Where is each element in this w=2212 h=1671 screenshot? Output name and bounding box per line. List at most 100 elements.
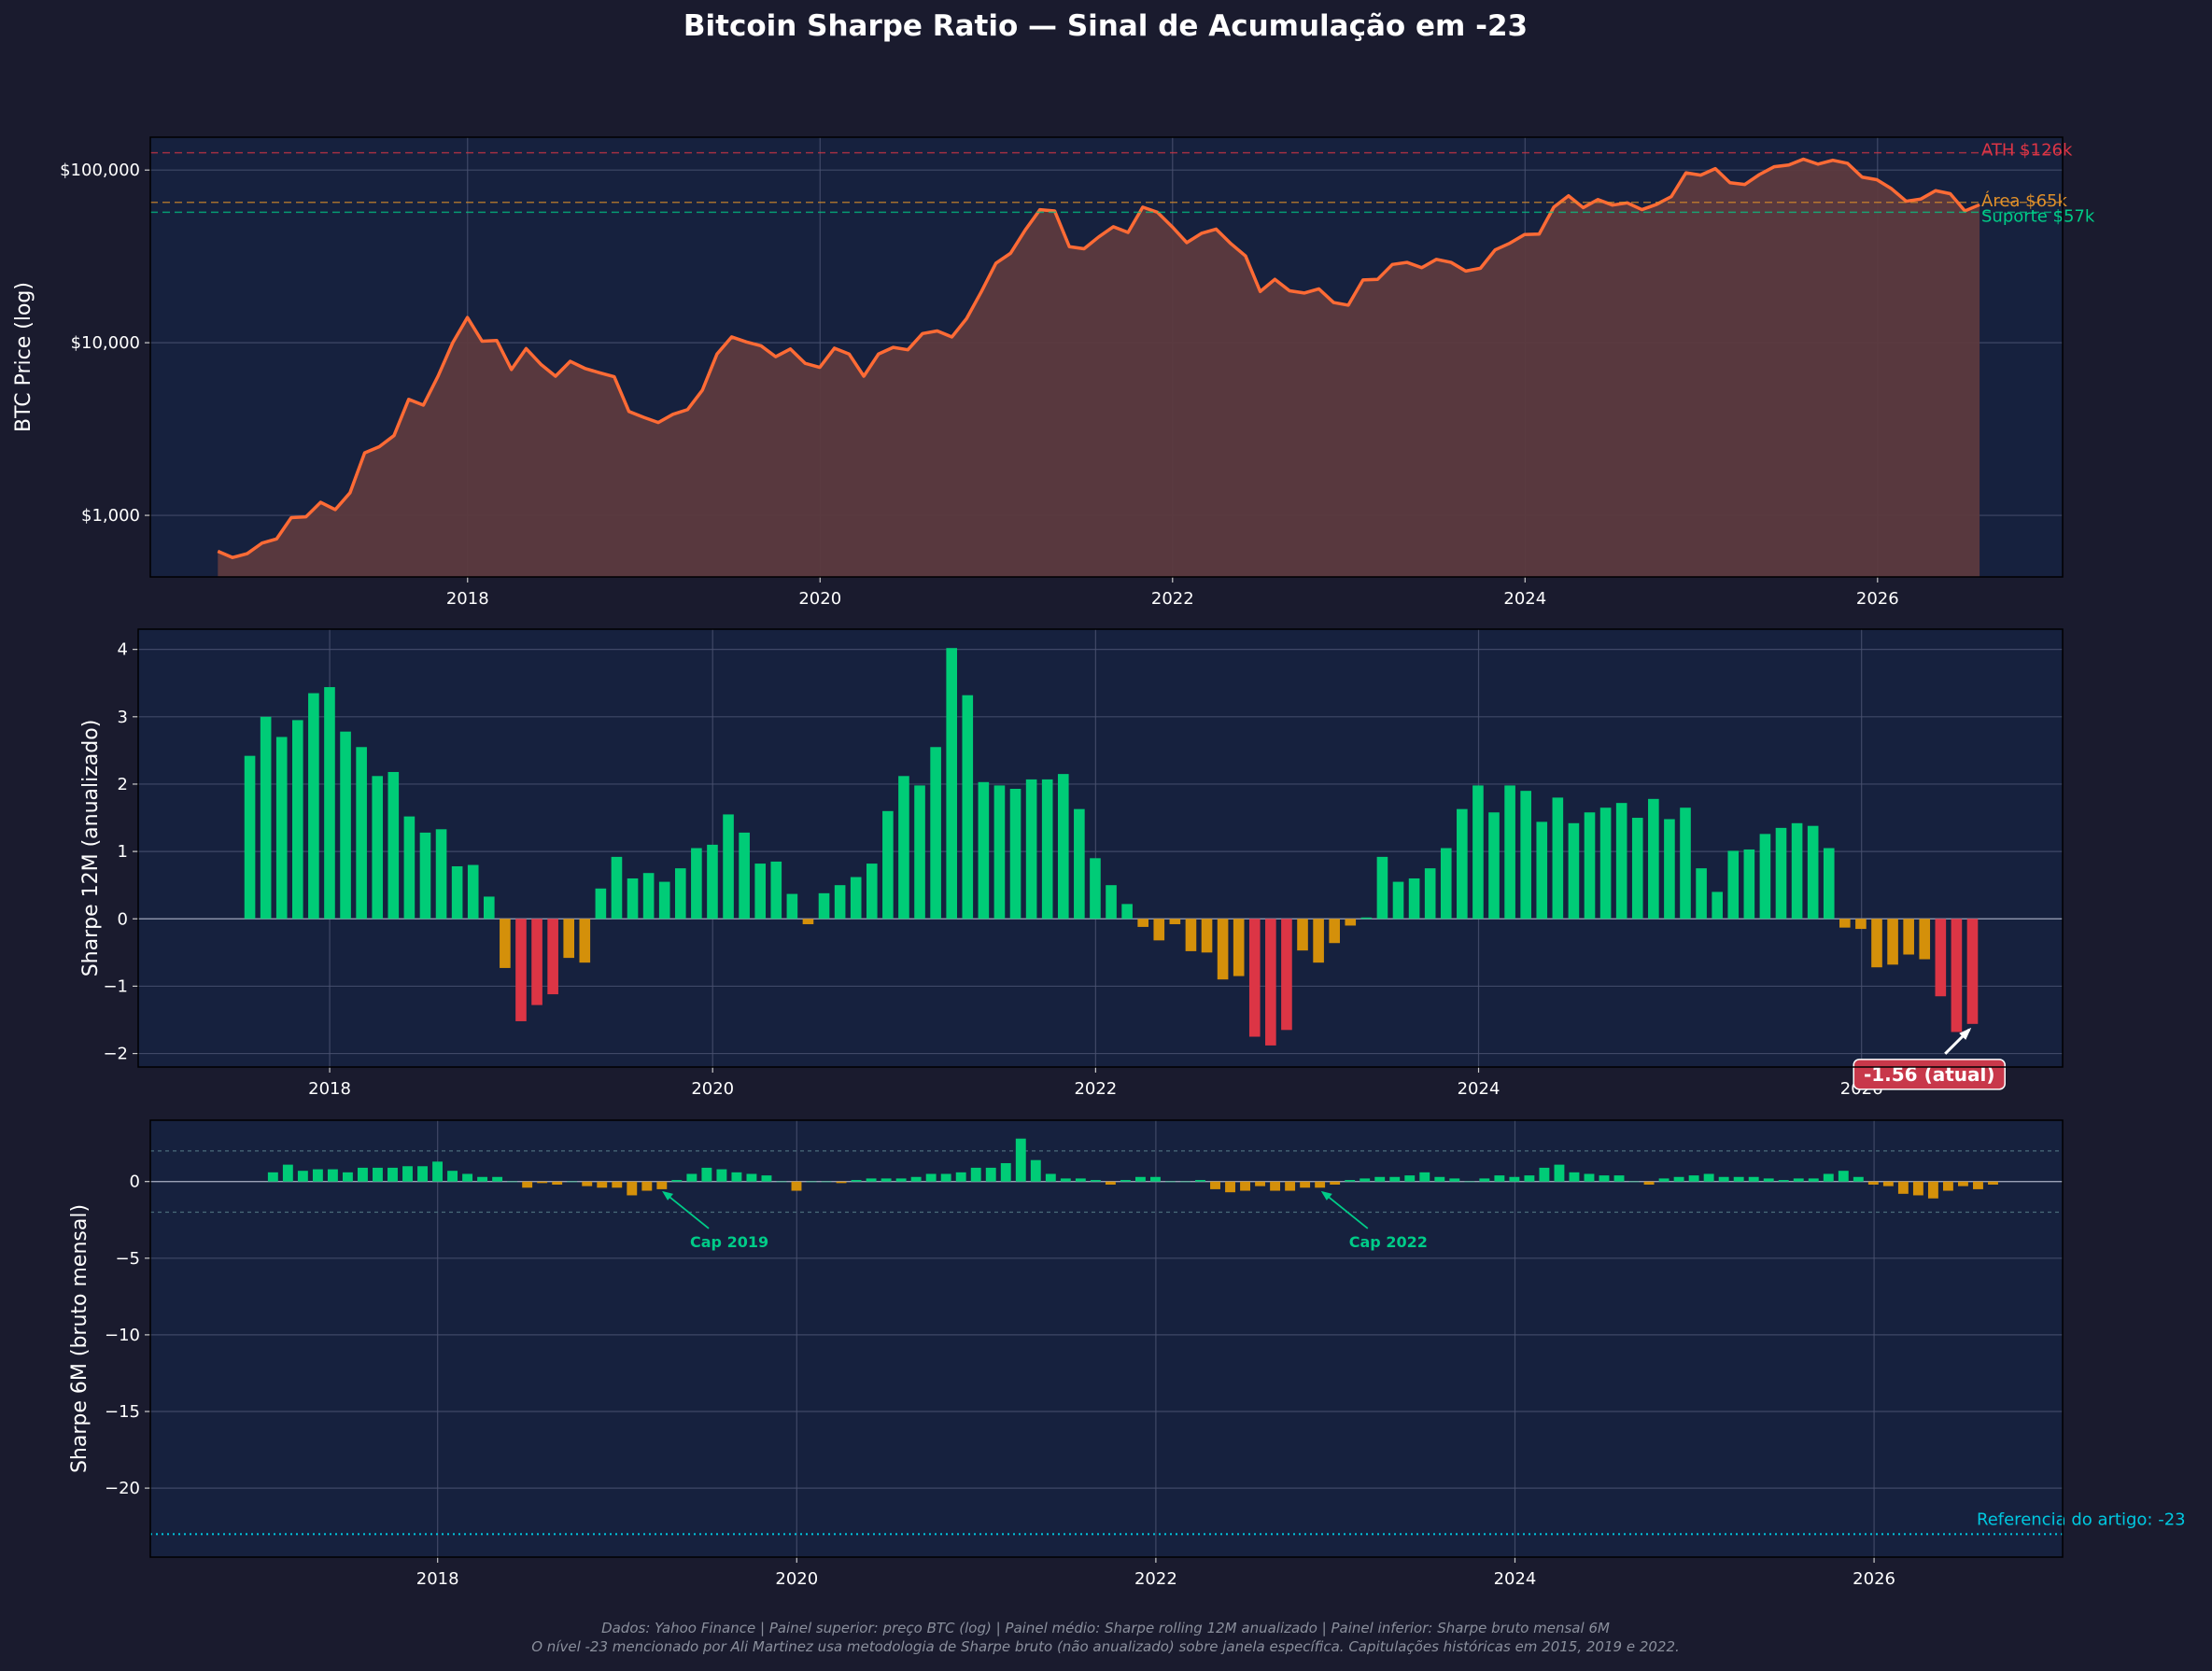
bar [1903, 919, 1914, 955]
bar [658, 881, 670, 920]
bar [686, 1173, 697, 1182]
bar [1165, 1181, 1176, 1183]
bar [244, 755, 256, 920]
bar [324, 687, 335, 920]
bar [537, 1181, 548, 1184]
bar [1823, 848, 1835, 920]
bar [612, 1181, 623, 1188]
bar [282, 1164, 293, 1182]
bar [1149, 1176, 1161, 1182]
bar [881, 1178, 892, 1182]
bar [1615, 803, 1627, 920]
bar [731, 1172, 742, 1182]
bar [462, 1173, 473, 1182]
bar [1935, 919, 1947, 997]
bar [754, 864, 767, 920]
bar [451, 865, 463, 920]
x-tick-label: 2020 [775, 1569, 818, 1589]
x-tick-label: 2020 [798, 589, 841, 609]
bar [1973, 1181, 1983, 1189]
bar [898, 776, 909, 920]
bar [1201, 919, 1213, 953]
bar [477, 1176, 488, 1182]
bar [770, 861, 782, 920]
bar [1658, 1178, 1670, 1182]
bar [1408, 878, 1420, 920]
y-tick-label: −5 [115, 1249, 140, 1269]
x-tick-label: 2024 [1458, 1079, 1500, 1099]
bar [1988, 1181, 1998, 1185]
bar [563, 919, 575, 959]
bar [1536, 821, 1548, 920]
bar [1045, 1173, 1056, 1182]
reference-line-label: Área $65k [1981, 190, 2068, 211]
bar [1180, 1181, 1191, 1183]
bar [1942, 1181, 1953, 1191]
bar [1793, 1178, 1804, 1182]
x-tick-label: 2020 [691, 1079, 734, 1099]
bar [1554, 1164, 1565, 1182]
bar [1185, 919, 1197, 951]
bar [739, 832, 750, 920]
bar [1457, 808, 1468, 920]
bar [1270, 1181, 1281, 1191]
bar [1404, 1175, 1416, 1182]
bar [1090, 858, 1101, 920]
bar [356, 747, 367, 920]
bar [582, 1181, 593, 1187]
bar [579, 919, 591, 963]
x-tick-label: 2018 [308, 1079, 351, 1099]
bar [308, 693, 319, 920]
bar [1419, 1172, 1430, 1182]
bar [1613, 1175, 1625, 1182]
bar [1958, 1181, 1968, 1187]
bar [1360, 1178, 1371, 1182]
bar [507, 1181, 518, 1183]
bar [275, 737, 288, 920]
bar [1041, 779, 1053, 920]
bar [340, 731, 351, 920]
bar [1703, 1173, 1714, 1182]
y-tick-label: −2 [103, 1045, 128, 1064]
bar [1664, 819, 1675, 920]
bar [387, 1167, 398, 1182]
bar [1504, 785, 1515, 920]
bar [1376, 856, 1388, 920]
bar [515, 919, 527, 1021]
bar [1134, 1176, 1146, 1182]
bar [1360, 917, 1373, 920]
bar [641, 1181, 653, 1191]
bar [1648, 798, 1659, 920]
bar [1389, 1176, 1401, 1182]
bar [327, 1169, 338, 1182]
bar [1748, 1176, 1759, 1182]
bar [1285, 1181, 1296, 1191]
footer-line-1: Dados: Yahoo Finance | Painel superior: … [601, 1620, 1610, 1636]
bar [1225, 1181, 1235, 1193]
plot-frame [149, 1119, 2064, 1558]
y-axis-label: Sharpe 12M (anualizado) [79, 720, 103, 977]
bar [656, 1181, 668, 1189]
bar [297, 1171, 308, 1182]
x-tick-label: 2024 [1494, 1569, 1537, 1589]
bar [1539, 1167, 1550, 1182]
bar [1313, 919, 1324, 963]
bar [1951, 919, 1963, 1032]
bar [1075, 1178, 1086, 1182]
bar [1643, 1181, 1655, 1185]
bar [1712, 892, 1723, 920]
bar [1315, 1181, 1326, 1188]
bar [691, 848, 702, 920]
x-tick-label: 2026 [1856, 589, 1899, 609]
bar [1718, 1176, 1729, 1182]
bar [1440, 848, 1452, 920]
reference-line-label: Suporte $57k [1981, 206, 2095, 226]
bar [1763, 1178, 1774, 1182]
bar [1871, 919, 1882, 968]
bar [1074, 808, 1085, 920]
bar [1464, 1181, 1475, 1183]
bar [776, 1181, 787, 1183]
bar [373, 1167, 383, 1182]
bar [834, 885, 846, 920]
bar [1509, 1176, 1520, 1182]
